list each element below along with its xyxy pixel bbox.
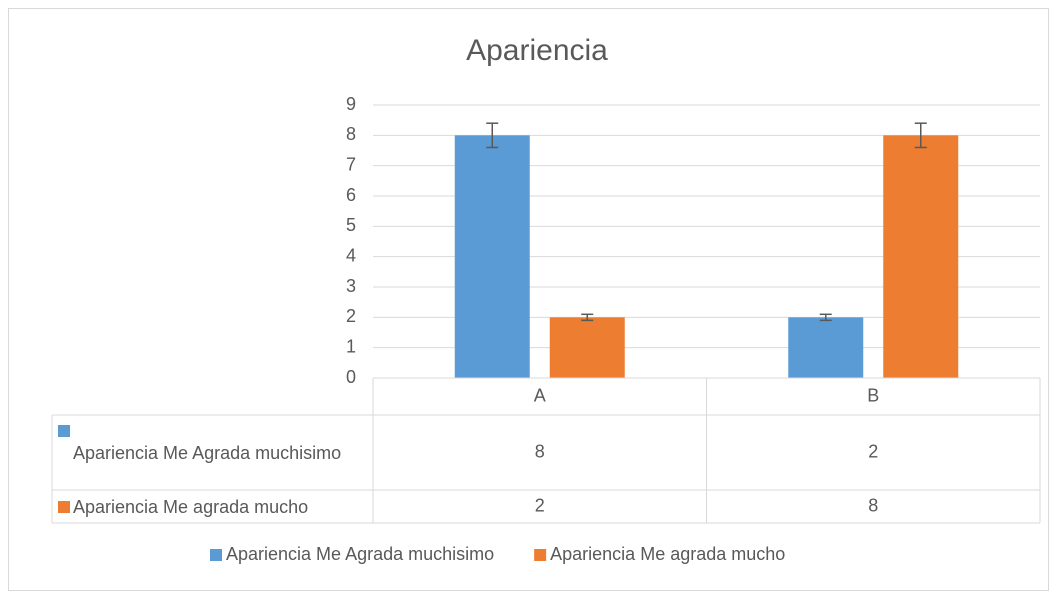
legend-label: Apariencia Me Agrada muchisimo	[226, 544, 494, 564]
bar	[454, 135, 530, 378]
y-tick-label: 6	[346, 185, 356, 205]
legend-label: Apariencia Me agrada mucho	[550, 544, 785, 564]
table-row-label-text: Apariencia Me agrada mucho	[58, 490, 369, 523]
y-tick-label: 5	[346, 215, 356, 235]
y-tick-label: 1	[346, 336, 356, 356]
y-tick-label: 3	[346, 276, 356, 296]
y-tick-label: 7	[346, 154, 356, 174]
table-row-label-name: Apariencia Me agrada mucho	[73, 496, 309, 517]
y-tick-label: 8	[346, 124, 356, 144]
chart-title: Apariencia	[466, 34, 608, 67]
legend-swatch	[58, 500, 70, 513]
x-tick-label: B	[867, 385, 879, 405]
bar	[549, 317, 625, 378]
table-value: 2	[868, 441, 878, 461]
legend-swatch	[210, 549, 222, 561]
y-tick-label: 4	[346, 245, 356, 265]
legend-swatch	[58, 425, 70, 437]
y-tick-label: 9	[346, 94, 356, 114]
error-bar	[486, 122, 499, 149]
table-value: 8	[535, 441, 545, 461]
legend-swatch	[534, 549, 547, 561]
error-bar	[819, 313, 832, 322]
table-value: 8	[868, 495, 878, 515]
table-row-label-name: Apariencia Me Agrada muchisimo	[73, 442, 342, 463]
x-tick-label: A	[534, 385, 546, 405]
table-row-label: Apariencia Me Agrada muchisimo	[58, 415, 369, 490]
y-tick-label: 0	[346, 367, 356, 387]
error-bar	[914, 122, 927, 149]
bar	[788, 317, 864, 378]
bar	[883, 135, 959, 378]
error-bar	[581, 313, 594, 322]
table-row-label-text: Apariencia Me Agrada muchisimo	[58, 415, 369, 490]
y-tick-label: 2	[346, 306, 356, 326]
table-row-label: Apariencia Me agrada mucho	[58, 490, 369, 523]
table-value: 2	[535, 495, 545, 515]
